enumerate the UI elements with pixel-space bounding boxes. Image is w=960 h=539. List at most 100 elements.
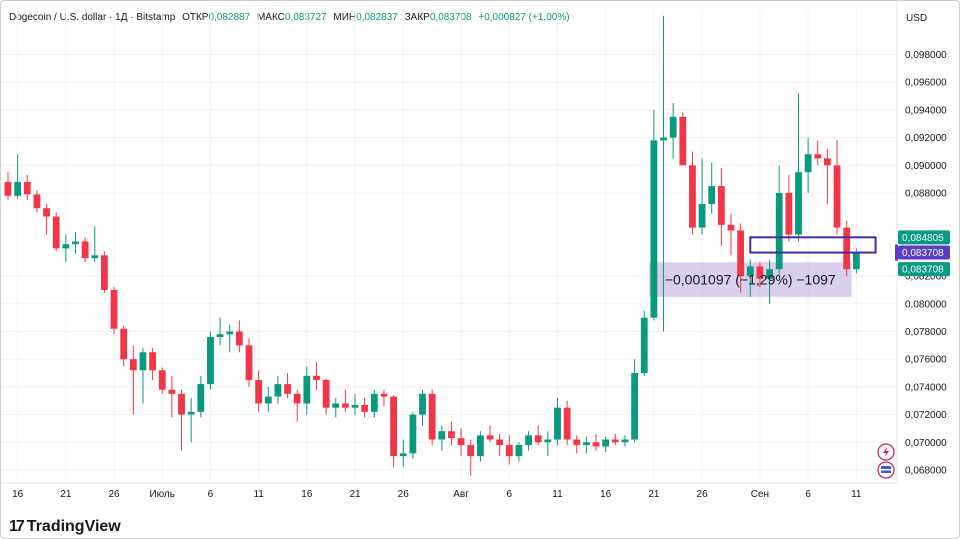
candle-body: [640, 317, 648, 374]
candle-body: [207, 337, 214, 385]
candle: [573, 435, 581, 454]
time-tick-label: 21: [648, 489, 660, 500]
time-tick-label: Авг: [453, 489, 469, 500]
candle-body: [226, 331, 234, 335]
candle-body: [62, 244, 70, 249]
candle: [303, 366, 311, 415]
symbol-title[interactable]: Dogecoin / U.S. dollar · 1Д · Bitstamp: [9, 12, 176, 23]
candle: [351, 393, 359, 415]
candle: [419, 389, 426, 426]
price-tick-label: 0,076000: [905, 355, 947, 366]
candle-body: [419, 393, 426, 415]
candle-body: [708, 186, 716, 205]
candle: [746, 259, 754, 297]
candle: [187, 397, 195, 443]
candle-body: [370, 393, 378, 412]
candle-body: [274, 384, 282, 397]
candle: [804, 137, 812, 193]
candle-body: [158, 370, 166, 390]
price-tick-label: 0,098000: [905, 50, 947, 61]
candle: [235, 320, 243, 353]
candle: [409, 411, 417, 459]
price-tick-label: 0,096000: [905, 78, 947, 89]
change-value: +0,000827 (+1,00%): [478, 12, 570, 23]
candle: [525, 431, 532, 451]
candle: [737, 223, 745, 293]
candle-body: [399, 453, 407, 457]
brand-logo[interactable]: 17 TradingView: [9, 518, 121, 536]
price-tag-bg: [898, 262, 950, 277]
close-value: 0,083708: [429, 12, 472, 23]
candle: [370, 389, 378, 418]
candle: [717, 168, 725, 246]
candle-body: [563, 407, 571, 440]
open-value: 0,082887: [208, 12, 251, 23]
candle: [660, 15, 667, 332]
candle: [814, 140, 822, 166]
candle-body: [361, 404, 369, 412]
high-label: МАКС: [256, 12, 285, 23]
candle-body: [149, 352, 156, 371]
candle: [216, 317, 224, 346]
price-tick-label: 0,078000: [905, 327, 947, 338]
candle-body: [4, 181, 12, 196]
time-tick-label: 16: [301, 489, 313, 500]
price-tag: 0,083708: [895, 244, 950, 261]
time-tick-label: 11: [552, 489, 563, 500]
candle-body: [621, 439, 629, 443]
price-tag-marker: [895, 244, 898, 261]
candle: [486, 425, 494, 443]
candle: [496, 433, 504, 457]
candle-body: [534, 435, 542, 443]
price-tick-label: 0,092000: [905, 133, 947, 144]
candle: [679, 112, 687, 166]
candle-body: [756, 266, 764, 279]
candle: [149, 348, 156, 380]
candle-body: [852, 252, 860, 270]
candle: [43, 204, 50, 235]
time-tick-label: 21: [349, 489, 361, 500]
candle-body: [583, 442, 590, 446]
candle: [756, 262, 764, 288]
candle: [101, 251, 108, 293]
candle: [390, 395, 397, 468]
candle: [139, 348, 147, 404]
candle: [843, 220, 851, 277]
price-tick-label: 0,080000: [905, 299, 947, 310]
candle: [554, 397, 561, 446]
candle-body: [698, 204, 706, 228]
candle: [197, 375, 205, 418]
candle-body: [168, 389, 176, 394]
price-tag-label: 0,083708: [902, 248, 944, 259]
candle: [207, 331, 214, 390]
candle: [81, 237, 89, 263]
candle-body: [72, 241, 79, 245]
time-tick-label: 6: [506, 489, 512, 500]
candle: [72, 231, 79, 254]
candle-body: [245, 345, 253, 380]
price-tick-label: 0,074000: [905, 382, 947, 393]
candle-body: [775, 193, 783, 270]
price-tick-label: 0,088000: [905, 189, 947, 200]
candle-body: [737, 230, 745, 277]
candle: [650, 109, 658, 321]
price-tags: 0,084805 0,083708 0,083708: [895, 230, 950, 277]
candle: [264, 386, 272, 412]
candle-body: [717, 186, 725, 225]
currency-label[interactable]: USD: [906, 13, 928, 24]
candle: [457, 428, 465, 457]
candle: [708, 162, 716, 214]
candle: [293, 389, 301, 422]
candle-body: [23, 181, 31, 195]
time-tick-label: 26: [398, 489, 410, 500]
candle: [168, 375, 176, 418]
candle-body: [727, 224, 735, 231]
candle-body: [679, 116, 687, 166]
candle-body: [457, 438, 465, 446]
candle-body: [332, 403, 340, 408]
candle-body: [313, 375, 320, 380]
candle: [727, 213, 735, 256]
candle: [110, 287, 118, 335]
time-tick-label: 11: [253, 489, 264, 500]
